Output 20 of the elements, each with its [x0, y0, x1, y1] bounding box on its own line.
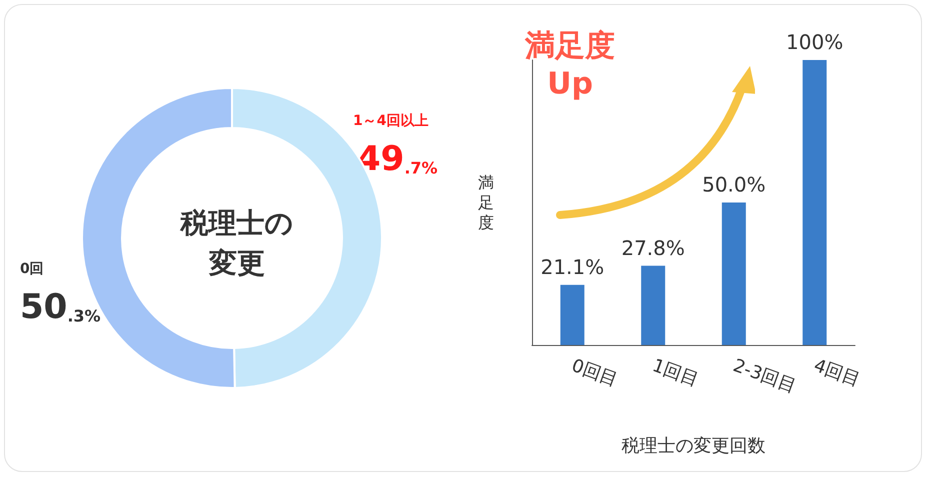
x-axis-title: 税理士の変更回数 [622, 436, 766, 456]
x-tick-label: 2-3回目 [730, 355, 799, 398]
slice-label: 0回 [20, 261, 44, 277]
data-label: 21.1% [540, 254, 604, 279]
text: 税理士の変更 [180, 206, 294, 280]
x-tick-label: 0回目 [568, 355, 621, 392]
chart-title: 満足度 Up [524, 28, 615, 102]
y-axis-title: 満足度 [478, 173, 494, 232]
data-label: 50.3% [20, 287, 101, 327]
x-tick-label: 1回目 [650, 355, 702, 392]
x-tick-label: 4回目 [811, 355, 863, 392]
data-label: 27.8% [621, 236, 685, 260]
bar [641, 266, 666, 345]
data-label: 50.0% [702, 172, 766, 196]
bar [802, 60, 827, 345]
bar [560, 284, 584, 345]
bar [722, 202, 746, 345]
data-label: 100% [786, 30, 844, 54]
data-label: 49.7% [357, 139, 438, 179]
slice-label: 1～4回以上 [353, 113, 428, 129]
